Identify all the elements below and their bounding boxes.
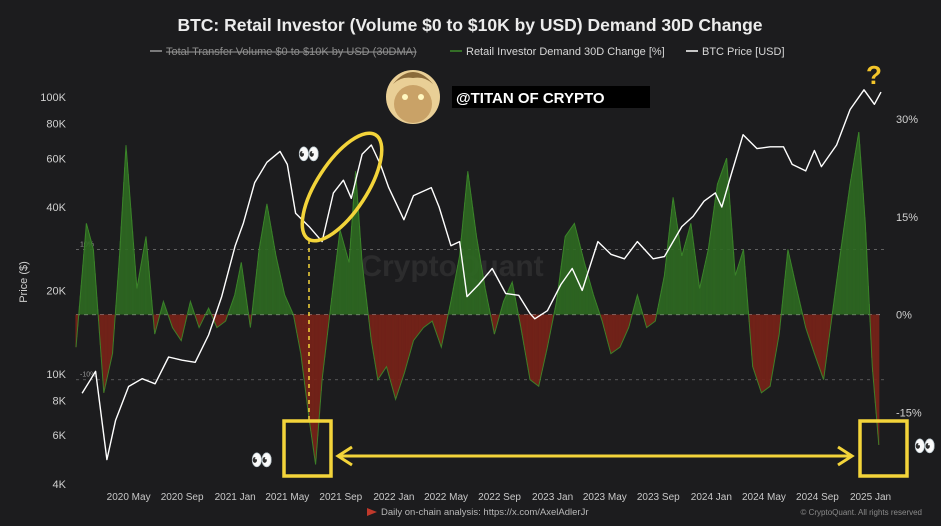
highlight-box-2021 [282,419,333,478]
legend-label-demand[interactable]: Retail Investor Demand 30D Change [%] [466,46,665,58]
y-left-tick-label: 4K [53,479,67,491]
y-left-tick-label: 8K [53,396,67,408]
legend-label-price[interactable]: BTC Price [USD] [702,46,785,58]
price-line [81,89,882,461]
arrow-head-right [837,445,855,467]
highlight-ellipse [300,131,384,243]
y-left-tick-label: 20K [46,285,66,297]
x-tick-label: 2025 Jan [850,492,891,503]
y-right-tick-label: 30% [896,114,918,126]
demand-line [75,132,880,465]
x-tick-label: 2023 Sep [637,492,680,503]
x-tick-label: 2022 Sep [478,492,521,503]
avatar-eye-left [402,94,408,100]
x-tick-label: 2022 May [424,492,468,503]
x-tick-label: 2024 Sep [796,492,839,503]
x-tick-label: 2021 Jan [215,492,256,503]
footer: Daily on-chain analysis: https://x.com/A… [367,507,922,518]
avatar-face [394,85,432,123]
y-right-tick-label: 0% [896,310,912,322]
eyes-emoji-top: 👀 [298,144,320,164]
price-series [81,89,882,461]
legend: Total Transfer Volume $0 to $10K by USD … [150,46,785,58]
y-left-tick-label: 6K [53,430,67,442]
x-tick-label: 2023 Jan [532,492,573,503]
y-left-tick-label: 60K [46,153,66,165]
footer-copyright: © CryptoQuant. All rights reserved [801,508,923,517]
x-tick-label: 2021 Sep [319,492,362,503]
y-right-tick-label: 15% [896,212,918,224]
y-left-tick-label: 40K [46,202,66,214]
watermark: CryptoQuant [360,250,543,283]
annotations: ? 👀 👀 👀 [251,60,936,478]
y-left-tick-label: 80K [46,119,66,131]
x-axis: 2020 May 2020 Sep 2021 Jan 2021 May 2021 Sep… [107,492,891,503]
eyes-emoji-right: 👀 [914,436,936,456]
handle-badge: @TITAN OF CRYPTO [386,70,650,124]
highlight-box-2025 [858,419,909,478]
footer-analysis-link[interactable]: Daily on-chain analysis: https://x.com/A… [381,507,589,518]
arrow-head-left [335,445,353,467]
x-tick-label: 2021 May [265,492,309,503]
question-mark: ? [866,60,882,90]
y-right-tick-label: -15% [896,407,922,419]
legend-label-volume[interactable]: Total Transfer Volume $0 to $10K by USD … [166,46,417,58]
x-tick-label: 2020 Sep [161,492,204,503]
handle-text: @TITAN OF CRYPTO [456,90,605,107]
x-tick-label: 2023 May [583,492,627,503]
eyes-emoji-left: 👀 [251,450,273,470]
y-axis-right: 30% 15% 0% -15% [896,114,922,419]
footer-arrow-icon [367,508,377,516]
y-left-tick-label: 100K [40,92,66,104]
chart-title: BTC: Retail Investor (Volume $0 to $10K … [177,15,762,35]
y-axis-left-label: Price ($) [18,261,30,303]
x-tick-label: 2024 Jan [691,492,732,503]
avatar-hair [393,72,433,84]
reference-label: -10% [80,372,96,379]
avatar-eye-right [418,94,424,100]
y-left-tick-label: 10K [46,369,66,381]
x-tick-label: 2022 Jan [373,492,414,503]
x-tick-label: 2024 May [742,492,786,503]
x-tick-label: 2020 May [107,492,151,503]
handle-box [452,86,650,108]
y-axis-left: 4K 6K 8K 10K 20K 40K 60K 80K 100K [40,92,66,491]
